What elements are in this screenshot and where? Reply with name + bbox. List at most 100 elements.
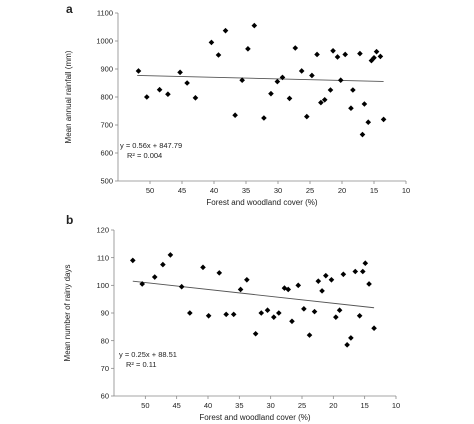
data-point	[359, 268, 366, 275]
data-point	[165, 91, 171, 97]
y-tick-label: 600	[100, 149, 113, 158]
y-tick-label: 1100	[97, 9, 113, 18]
y-tick-label: 800	[100, 93, 113, 102]
x-tick-label: 15	[370, 186, 378, 195]
data-point	[187, 310, 193, 316]
data-point	[268, 90, 274, 97]
data-point	[356, 312, 363, 319]
y-tick-label: 70	[101, 364, 109, 373]
data-point	[178, 283, 185, 290]
data-point	[315, 278, 322, 284]
data-point	[222, 27, 229, 34]
x-axis-label: Forest and woodland cover (%)	[206, 198, 318, 207]
x-tick-label: 35	[242, 186, 250, 195]
data-point	[279, 74, 286, 81]
data-point	[200, 264, 206, 271]
y-tick-label: 60	[101, 392, 109, 401]
data-point	[184, 80, 190, 86]
data-point	[264, 307, 271, 314]
data-point	[237, 286, 244, 293]
y-tick-label: 1000	[96, 37, 113, 46]
y-tick-label: 120	[96, 226, 109, 235]
data-point	[362, 260, 369, 266]
x-tick-label: 40	[204, 401, 212, 410]
x-tick-label: 10	[402, 186, 410, 195]
data-point	[285, 286, 292, 293]
data-point	[311, 308, 318, 315]
data-point	[304, 113, 310, 120]
x-tick-label: 50	[141, 401, 149, 410]
data-point	[261, 115, 267, 121]
data-point	[334, 54, 341, 60]
trend-line	[137, 75, 384, 82]
data-point	[208, 39, 215, 46]
x-tick-label: 35	[235, 401, 243, 410]
data-point	[380, 116, 387, 123]
data-point	[177, 69, 183, 76]
data-point	[276, 310, 282, 316]
panel-label: b	[66, 213, 73, 227]
data-point	[323, 272, 329, 279]
y-tick-label: 110	[97, 253, 109, 262]
data-point	[309, 72, 315, 79]
y-tick-label: 80	[101, 336, 109, 345]
data-point	[286, 95, 293, 102]
data-point	[314, 51, 320, 58]
r-squared-label: R² = 0.11	[126, 360, 157, 369]
data-point	[292, 45, 299, 51]
data-point	[298, 68, 305, 74]
x-tick-label: 25	[298, 401, 306, 410]
data-point	[160, 261, 166, 268]
data-point	[230, 311, 237, 318]
data-point	[239, 77, 245, 83]
data-point	[223, 311, 229, 318]
regression-equation: y = 0.25x + 88.51	[119, 350, 177, 359]
x-tick-label: 45	[172, 401, 180, 410]
y-axis-label: Mean annual rainfall (mm)	[64, 50, 73, 143]
data-point	[216, 270, 223, 276]
data-point	[130, 257, 136, 264]
data-point	[271, 314, 277, 320]
x-tick-label: 20	[338, 186, 346, 195]
data-point	[232, 112, 238, 118]
x-axis-label: Forest and woodland cover (%)	[199, 413, 311, 422]
y-tick-label: 900	[100, 65, 113, 74]
data-point	[371, 325, 377, 332]
y-tick-label: 90	[101, 309, 109, 318]
data-point	[274, 78, 281, 85]
data-point	[205, 312, 212, 319]
data-point	[215, 52, 222, 58]
data-point	[258, 310, 265, 316]
data-point	[333, 314, 339, 320]
data-point	[244, 277, 250, 283]
data-point	[245, 46, 251, 52]
y-tick-label: 500	[100, 177, 113, 186]
data-point	[251, 22, 258, 29]
data-point	[321, 97, 328, 103]
data-point	[336, 307, 343, 314]
data-point	[167, 252, 174, 258]
data-point	[348, 335, 354, 341]
y-axis-label: Mean number of rainy days	[63, 265, 72, 362]
x-tick-label: 15	[360, 401, 368, 410]
trend-line	[132, 280, 375, 309]
data-point	[344, 342, 350, 348]
data-point	[359, 131, 366, 138]
data-point	[301, 306, 307, 312]
y-tick-label: 700	[100, 121, 113, 130]
panel-a-chart: 500 600 700 800 900 1000 1100 50 45 40 35 30 25 20 15 1…	[64, 2, 410, 207]
data-point	[371, 55, 377, 61]
data-point	[373, 48, 380, 55]
data-point	[289, 318, 295, 325]
x-tick-label: 20	[329, 401, 337, 410]
data-point	[318, 99, 324, 106]
r-squared-label: R² = 0.004	[127, 151, 162, 160]
data-point	[295, 282, 302, 289]
panel-b-chart: 60 70 80 90 100 110 120 50 45 40 35 30 25 20 15 10 Fores…	[63, 213, 400, 422]
panel-label: a	[66, 2, 73, 16]
data-point	[330, 48, 336, 54]
data-point	[156, 86, 163, 93]
x-tick-label: 50	[146, 186, 154, 195]
data-point	[342, 51, 348, 58]
